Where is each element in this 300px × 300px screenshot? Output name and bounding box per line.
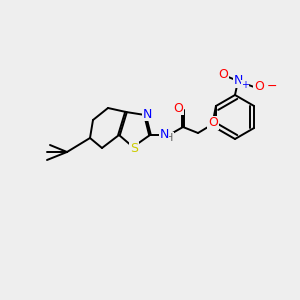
Text: N: N xyxy=(142,107,152,121)
Text: O: O xyxy=(254,80,264,94)
Text: −: − xyxy=(267,80,278,92)
Text: O: O xyxy=(218,68,228,80)
Text: O: O xyxy=(173,101,183,115)
Text: N: N xyxy=(159,128,169,140)
Text: S: S xyxy=(130,142,138,154)
Text: N: N xyxy=(233,74,243,88)
Text: +: + xyxy=(241,80,249,90)
Text: O: O xyxy=(208,116,218,130)
Text: H: H xyxy=(165,133,173,143)
